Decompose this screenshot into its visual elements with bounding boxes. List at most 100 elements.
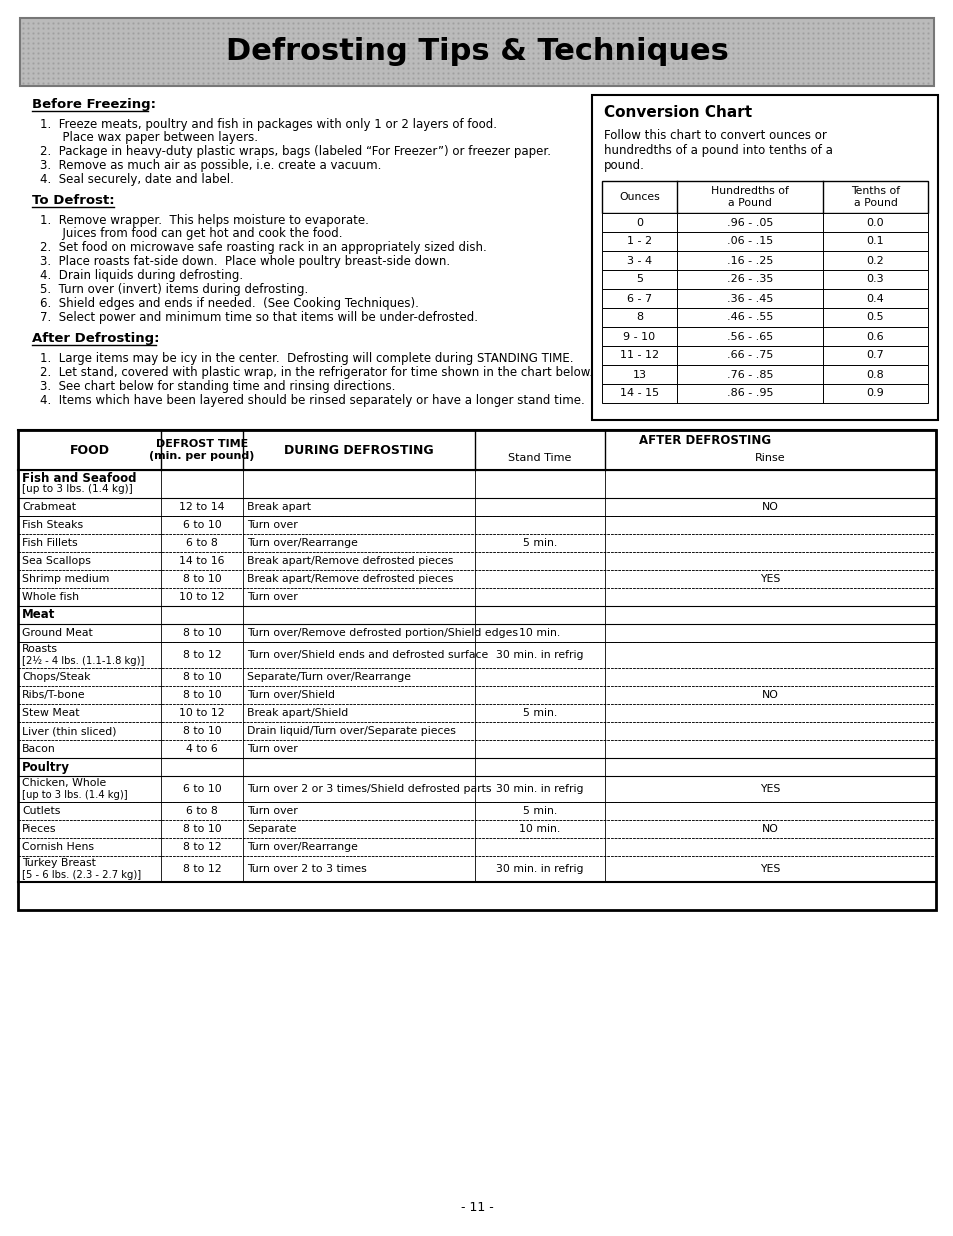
Text: 8 to 12: 8 to 12 <box>182 650 221 660</box>
Text: Fish Steaks: Fish Steaks <box>22 520 83 530</box>
Text: 2.  Package in heavy-duty plastic wraps, bags (labeled “For Freezer”) or freezer: 2. Package in heavy-duty plastic wraps, … <box>40 145 551 158</box>
Text: Ribs/T-bone: Ribs/T-bone <box>22 690 86 700</box>
Text: Chicken, Whole: Chicken, Whole <box>22 777 106 789</box>
Bar <box>601 269 927 289</box>
Text: .56 - .65: .56 - .65 <box>726 331 772 341</box>
Bar <box>601 308 927 328</box>
Text: 0.9: 0.9 <box>865 388 883 398</box>
Text: 3.  Place roasts fat-side down.  Place whole poultry breast-side down.: 3. Place roasts fat-side down. Place who… <box>40 255 450 268</box>
Text: 3.  See chart below for standing time and rinsing directions.: 3. See chart below for standing time and… <box>40 379 395 393</box>
Text: Before Freezing:: Before Freezing: <box>32 98 156 111</box>
Text: 0.4: 0.4 <box>865 293 883 304</box>
Text: 6 - 7: 6 - 7 <box>626 293 652 304</box>
Text: 8 to 10: 8 to 10 <box>182 824 221 834</box>
Text: .96 - .05: .96 - .05 <box>726 218 772 227</box>
Text: 0.3: 0.3 <box>865 274 883 284</box>
Text: Turn over/Shield ends and defrosted surface: Turn over/Shield ends and defrosted surf… <box>247 650 488 660</box>
Text: 5.  Turn over (invert) items during defrosting.: 5. Turn over (invert) items during defro… <box>40 283 308 295</box>
Text: 10 to 12: 10 to 12 <box>179 708 225 718</box>
Text: [up to 3 lbs. (1.4 kg)]: [up to 3 lbs. (1.4 kg)] <box>22 790 128 800</box>
Text: Turn over: Turn over <box>247 592 297 602</box>
Text: Separate/Turn over/Rearrange: Separate/Turn over/Rearrange <box>247 672 411 682</box>
Text: 8: 8 <box>636 313 642 323</box>
Text: 14 to 16: 14 to 16 <box>179 556 225 566</box>
Text: AFTER DEFROSTING: AFTER DEFROSTING <box>639 435 771 447</box>
Text: .26 - .35: .26 - .35 <box>726 274 772 284</box>
Text: Stand Time: Stand Time <box>508 454 571 464</box>
Text: 10 to 12: 10 to 12 <box>179 592 225 602</box>
Text: Turn over/Rearrange: Turn over/Rearrange <box>247 538 357 548</box>
Text: 8 to 10: 8 to 10 <box>182 628 221 638</box>
Text: After Defrosting:: After Defrosting: <box>32 332 159 345</box>
Text: 3 - 4: 3 - 4 <box>626 256 652 266</box>
Text: Separate: Separate <box>247 824 296 834</box>
Bar <box>601 232 927 251</box>
Text: Meat: Meat <box>22 608 55 622</box>
Text: DEFROST TIME
(min. per pound): DEFROST TIME (min. per pound) <box>150 439 254 461</box>
Text: 6 to 8: 6 to 8 <box>186 538 217 548</box>
Text: 30 min. in refrig: 30 min. in refrig <box>496 784 583 794</box>
Text: 5 min.: 5 min. <box>522 538 557 548</box>
Text: 1.  Remove wrapper.  This helps moisture to evaporate.: 1. Remove wrapper. This helps moisture t… <box>40 214 369 227</box>
Text: FOOD: FOOD <box>70 444 110 456</box>
Text: 8 to 12: 8 to 12 <box>182 842 221 852</box>
Text: Fish and Seafood: Fish and Seafood <box>22 472 136 486</box>
Text: .66 - .75: .66 - .75 <box>726 351 772 361</box>
Text: Stew Meat: Stew Meat <box>22 708 79 718</box>
Text: 30 min. in refrig: 30 min. in refrig <box>496 650 583 660</box>
Text: Turkey Breast: Turkey Breast <box>22 858 95 868</box>
Text: .06 - .15: .06 - .15 <box>726 236 772 246</box>
Text: .36 - .45: .36 - .45 <box>726 293 772 304</box>
Text: 4.  Items which have been layered should be rinsed separately or have a longer s: 4. Items which have been layered should … <box>40 394 584 407</box>
Text: Cutlets: Cutlets <box>22 806 60 816</box>
Text: - 11 -: - 11 - <box>460 1201 493 1214</box>
Bar <box>601 328 927 346</box>
Text: 4.  Drain liquids during defrosting.: 4. Drain liquids during defrosting. <box>40 269 243 282</box>
Text: 9 - 10: 9 - 10 <box>622 331 655 341</box>
Bar <box>601 384 927 403</box>
Text: Turn over/Shield: Turn over/Shield <box>247 690 335 700</box>
Text: 0.2: 0.2 <box>865 256 883 266</box>
Text: 14 - 15: 14 - 15 <box>619 388 659 398</box>
Text: 5 min.: 5 min. <box>522 708 557 718</box>
Text: 7.  Select power and minimum time so that items will be under-defrosted.: 7. Select power and minimum time so that… <box>40 311 477 324</box>
Text: Liver (thin sliced): Liver (thin sliced) <box>22 726 116 735</box>
Text: NO: NO <box>761 502 778 512</box>
Text: 6 to 10: 6 to 10 <box>182 520 221 530</box>
Text: Turn over/Rearrange: Turn over/Rearrange <box>247 842 357 852</box>
Text: 1 - 2: 1 - 2 <box>626 236 652 246</box>
Text: 0.8: 0.8 <box>865 370 883 379</box>
Text: 8 to 10: 8 to 10 <box>182 690 221 700</box>
Text: Poultry: Poultry <box>22 760 70 774</box>
Text: 0.1: 0.1 <box>865 236 883 246</box>
Text: 1.  Large items may be icy in the center.  Defrosting will complete during STAND: 1. Large items may be icy in the center.… <box>40 352 573 365</box>
Text: 4 to 6: 4 to 6 <box>186 744 217 754</box>
Text: YES: YES <box>760 864 780 874</box>
Text: 1.  Freeze meats, poultry and fish in packages with only 1 or 2 layers of food.: 1. Freeze meats, poultry and fish in pac… <box>40 117 497 131</box>
Text: 12 to 14: 12 to 14 <box>179 502 225 512</box>
Text: Break apart/Remove defrosted pieces: Break apart/Remove defrosted pieces <box>247 574 453 583</box>
Text: Break apart/Remove defrosted pieces: Break apart/Remove defrosted pieces <box>247 556 453 566</box>
Bar <box>601 365 927 384</box>
Text: 4.  Seal securely, date and label.: 4. Seal securely, date and label. <box>40 173 233 185</box>
Text: .76 - .85: .76 - .85 <box>726 370 773 379</box>
Text: 8 to 10: 8 to 10 <box>182 574 221 583</box>
Text: 8 to 10: 8 to 10 <box>182 726 221 735</box>
Text: 10 min.: 10 min. <box>518 824 560 834</box>
Text: Place wax paper between layers.: Place wax paper between layers. <box>40 131 257 145</box>
Text: 30 min. in refrig: 30 min. in refrig <box>496 864 583 874</box>
Text: Juices from food can get hot and cook the food.: Juices from food can get hot and cook th… <box>40 227 342 240</box>
Text: Pieces: Pieces <box>22 824 56 834</box>
Text: 0.7: 0.7 <box>865 351 883 361</box>
Bar <box>18 430 935 910</box>
Bar <box>601 346 927 365</box>
Text: 8 to 12: 8 to 12 <box>182 864 221 874</box>
Text: YES: YES <box>760 574 780 583</box>
Text: NO: NO <box>761 690 778 700</box>
Text: .16 - .25: .16 - .25 <box>726 256 772 266</box>
Text: Defrosting Tips & Techniques: Defrosting Tips & Techniques <box>225 37 728 67</box>
Text: Sea Scallops: Sea Scallops <box>22 556 91 566</box>
Text: Turn over: Turn over <box>247 806 297 816</box>
Text: Cornish Hens: Cornish Hens <box>22 842 94 852</box>
Text: NO: NO <box>761 824 778 834</box>
